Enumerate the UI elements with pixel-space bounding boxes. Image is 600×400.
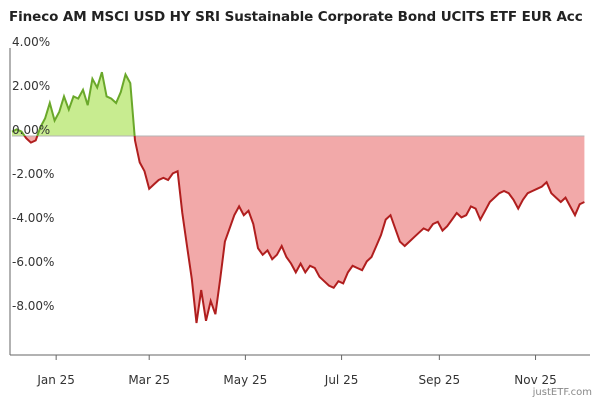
- positive-area: [12, 72, 585, 136]
- axis-layer: [9, 48, 590, 360]
- y-tick-label: 0.00%: [12, 123, 50, 137]
- watermark: justETF.com: [532, 387, 592, 398]
- series-line-negative: [23, 136, 585, 324]
- x-tick-label: Jan 25: [36, 373, 75, 387]
- y-tick-label: -4.00%: [12, 211, 54, 225]
- y-tick-label: 2.00%: [12, 79, 50, 93]
- y-tick-label: 4.00%: [12, 35, 50, 49]
- y-tick-label: -6.00%: [12, 255, 54, 269]
- area-layer: [11, 71, 585, 324]
- x-tick-label: Jul 25: [324, 373, 359, 387]
- x-tick-label: Mar 25: [128, 373, 170, 387]
- x-tick-label: May 25: [223, 373, 267, 387]
- tick-labels: 4.00% 2.00% 0.00% -2.00% -4.00% -6.00% -8.00% J…: [12, 35, 557, 387]
- series-line-positive: [11, 71, 136, 136]
- chart-title: Fineco AM MSCI USD HY SRI Sustainable Co…: [9, 9, 583, 25]
- y-tick-label: -8.00%: [12, 299, 54, 313]
- x-tick-label: Sep 25: [418, 373, 460, 387]
- x-tick-label: Nov 25: [514, 373, 557, 387]
- y-tick-label: -2.00%: [12, 167, 54, 181]
